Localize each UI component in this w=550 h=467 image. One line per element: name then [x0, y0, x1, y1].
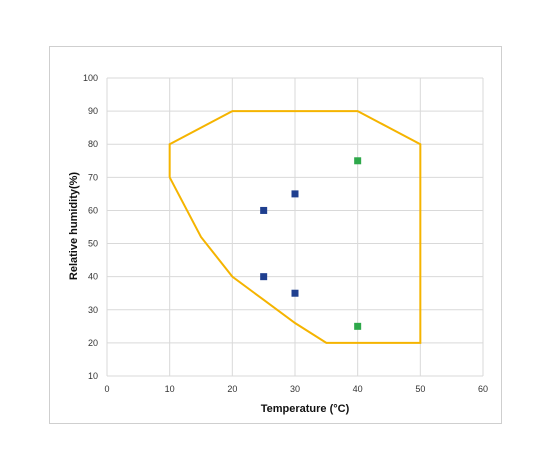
data-point: [260, 206, 268, 214]
y-tick-label: 50: [88, 239, 98, 249]
data-point: [354, 322, 362, 330]
x-tick-label: 0: [104, 384, 109, 394]
envelope-boundary: [168, 110, 422, 344]
data-point: [354, 157, 362, 165]
y-tick-label: 80: [88, 139, 98, 149]
x-tick-label: 10: [165, 384, 175, 394]
y-tick-label: 100: [83, 73, 98, 83]
x-tick-label: 20: [227, 384, 237, 394]
x-axis-title: Temperature (°C): [261, 403, 350, 415]
y-axis-title: Relative humidity(%): [68, 172, 80, 281]
y-tick-label: 30: [88, 305, 98, 315]
envelope-layer: [168, 110, 422, 344]
y-tick-label: 40: [88, 272, 98, 282]
y-tick-label: 20: [88, 338, 98, 348]
y-tick-label: 90: [88, 106, 98, 116]
grid-lines: [106, 77, 484, 377]
y-tick-label: 10: [88, 371, 98, 381]
x-tick-label: 30: [290, 384, 300, 394]
points-layer: [260, 157, 362, 330]
data-point: [291, 289, 299, 297]
y-tick-label: 70: [88, 172, 98, 182]
y-tick-label: 60: [88, 205, 98, 215]
chart-frame: [49, 46, 502, 424]
x-tick-label: 60: [478, 384, 488, 394]
x-tick-label: 50: [415, 384, 425, 394]
x-tick-labels: 0 10 20 30 40 50 60: [104, 384, 488, 394]
data-point: [291, 190, 299, 198]
y-tick-labels: 10 20 30 40 50 60 70 80 90 100: [83, 73, 98, 381]
data-point: [260, 273, 268, 281]
x-tick-label: 40: [353, 384, 363, 394]
